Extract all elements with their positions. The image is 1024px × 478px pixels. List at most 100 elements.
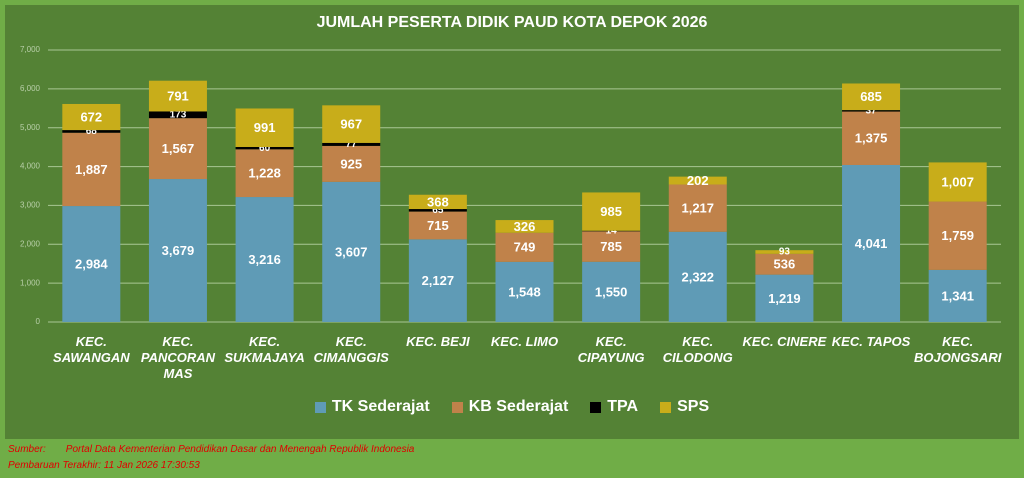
source-line: Sumber: Portal Data Kementerian Pendidika… (8, 444, 414, 455)
bar-segment (582, 261, 641, 322)
bar-segment (235, 108, 294, 147)
data-label: 991 (254, 120, 276, 135)
bar-segment (62, 206, 121, 322)
bar-segment (235, 149, 294, 198)
bar-segment (322, 145, 381, 182)
bar-segment (148, 118, 207, 180)
bar-segment (62, 132, 121, 207)
bar-segment (62, 103, 121, 131)
bar-segment (928, 201, 987, 270)
bar-segment (668, 184, 727, 232)
data-label: 785 (600, 239, 622, 254)
data-label: 326 (514, 219, 536, 234)
data-label: 68 (86, 126, 98, 137)
data-label: 1,228 (248, 166, 281, 181)
x-tick-label: KEC. CILODONG (662, 334, 733, 365)
data-label: 1,759 (941, 228, 974, 243)
updated: Pembaruan Terakhir: 11 Jan 2026 17:30:53 (8, 460, 200, 471)
data-label: 925 (340, 156, 362, 171)
data-label: 77 (346, 139, 358, 150)
bar-segment (668, 176, 727, 185)
data-label: 4,041 (855, 236, 888, 251)
bar-segment (62, 130, 121, 133)
legend-label: TK Sederajat (331, 398, 430, 415)
bar-segment (928, 269, 987, 322)
legend-item: TPA (590, 398, 638, 416)
bar-segment (322, 105, 381, 143)
y-tick-label: 6,000 (20, 84, 41, 93)
legend-swatch (590, 401, 602, 413)
bar-segment (235, 146, 294, 150)
bar-segment (148, 80, 207, 112)
bar-segment (408, 209, 467, 212)
source-label: Sumber: (8, 444, 46, 455)
x-tick-label: KEC. BOJONGSARI (913, 334, 1002, 365)
data-label: 93 (779, 247, 791, 258)
data-label: 1,217 (681, 201, 714, 216)
data-label: 3,679 (162, 243, 195, 258)
x-tick-label: KEC. LIMO (490, 334, 559, 349)
data-label: 2,984 (75, 256, 108, 271)
bar-segment (408, 194, 467, 210)
bar-segment (408, 239, 467, 322)
data-label: 1,550 (595, 284, 628, 299)
bar-segment (755, 253, 814, 275)
y-tick-label: 7,000 (20, 45, 41, 54)
x-tick-label: KEC. TAPOS (831, 334, 911, 349)
y-tick-label: 5,000 (20, 123, 41, 132)
x-tick-label: KEC. CIPAYUNG (577, 334, 645, 365)
data-label: 3,607 (335, 244, 368, 259)
legend-item: KB Sederajat (451, 398, 569, 416)
x-tick-label: KEC. CINERE (742, 334, 827, 349)
bar-segment (582, 192, 641, 231)
bar-segment (148, 179, 207, 322)
data-label: 368 (427, 194, 449, 209)
data-label: 65 (432, 205, 444, 216)
legend-label: TPA (607, 398, 639, 415)
bar-segment (842, 83, 901, 111)
source: Portal Data Kementerian Pendidikan Dasar… (65, 444, 415, 455)
bar-segment (322, 142, 381, 146)
data-label: 715 (427, 218, 449, 233)
data-label: 1,341 (941, 288, 974, 303)
data-label: 14 (606, 226, 618, 237)
data-label: 685 (860, 89, 882, 104)
bar-segment (148, 111, 207, 119)
x-tick-label: KEC. CIMANGGIS (313, 334, 389, 365)
data-label: 536 (774, 257, 796, 272)
data-label: 2,322 (681, 269, 714, 284)
legend: TK Sederajat KB Sederajat TPA SPS (0, 398, 1024, 416)
y-tick-label: 3,000 (20, 201, 41, 210)
y-tick-label: 2,000 (20, 239, 41, 248)
data-label: 1,007 (941, 174, 974, 189)
data-label: 985 (600, 204, 622, 219)
chart-title: JUMLAH PESERTA DIDIK PAUD KOTA DEPOK 202… (317, 14, 708, 31)
bar-segment (495, 261, 554, 322)
data-label: 672 (80, 109, 102, 124)
x-tick-label: KEC. BEJI (406, 334, 470, 349)
bar-segment (928, 162, 987, 202)
data-label: 1,375 (855, 131, 888, 146)
legend-swatch (314, 401, 326, 413)
data-label: 60 (259, 143, 271, 154)
bar-segment (842, 111, 901, 165)
legend-item: TK Sederajat (314, 398, 430, 416)
data-label: 967 (340, 117, 362, 132)
data-label: 173 (170, 109, 187, 120)
bar-segment (582, 230, 641, 232)
data-label: 1,219 (768, 291, 801, 306)
bar-segment (755, 274, 814, 322)
data-label: 2,127 (422, 273, 455, 288)
legend-label: SPS (677, 398, 710, 415)
data-label: 3,216 (248, 252, 281, 267)
bar-segment (408, 211, 467, 240)
legend-swatch (660, 401, 672, 413)
data-label: 749 (514, 240, 536, 255)
bar-segment (842, 164, 901, 322)
y-tick-label: 4,000 (20, 162, 41, 171)
x-tick-label: KEC. SUKMAJAYA (224, 334, 305, 365)
legend-label: KB Sederajat (468, 398, 569, 415)
legend-item: SPS (660, 398, 709, 416)
